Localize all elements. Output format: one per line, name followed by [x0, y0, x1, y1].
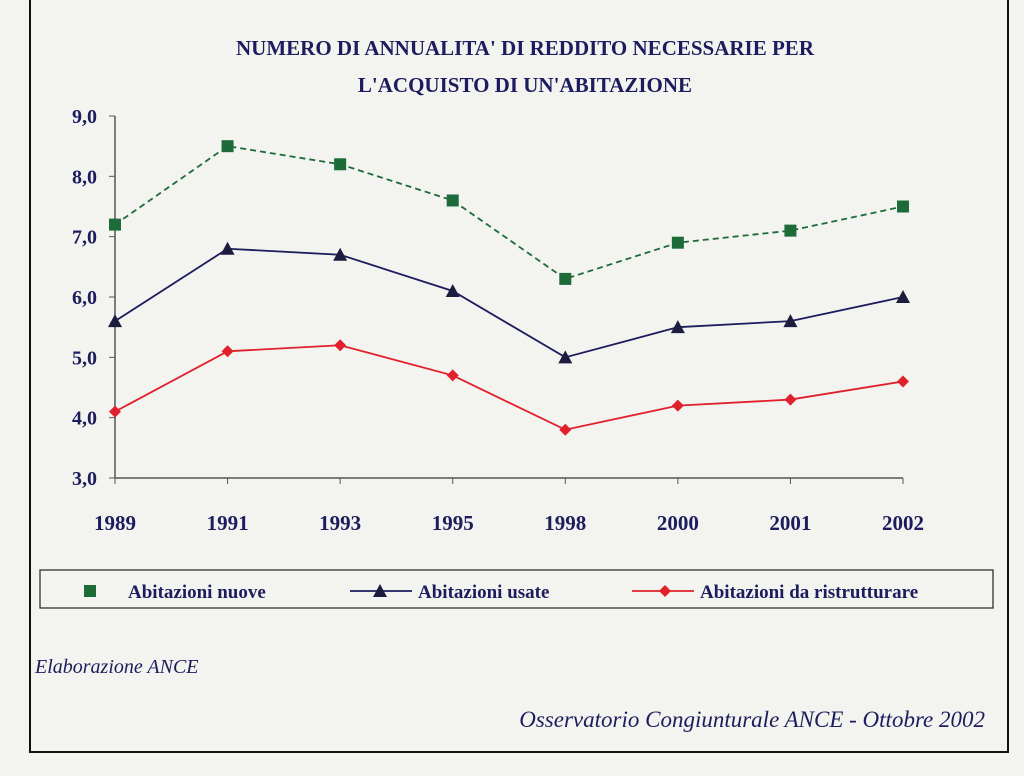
- legend-marker: [659, 585, 671, 597]
- chart-title-line-1: NUMERO DI ANNUALITA' DI REDDITO NECESSAR…: [236, 36, 815, 60]
- data-point: [221, 140, 234, 153]
- legend-label: Abitazioni usate: [418, 582, 549, 603]
- legend-label: Abitazioni da ristrutturare: [700, 582, 918, 603]
- data-point: [671, 236, 684, 249]
- data-point: [446, 369, 459, 382]
- x-tick-label: 1991: [207, 511, 249, 535]
- y-tick-label: 8,0: [72, 166, 97, 188]
- x-tick-label: 2001: [769, 511, 811, 535]
- legend-marker: [373, 584, 387, 597]
- x-tick-label: 1989: [94, 511, 136, 535]
- legend-marker: [84, 585, 96, 597]
- series-abitazioni-usate: [108, 241, 910, 364]
- series-line: [114, 247, 904, 359]
- series-abitazioni-nuove: [109, 140, 909, 285]
- data-point: [897, 200, 909, 213]
- data-point: [445, 283, 460, 297]
- x-tick-label: 1998: [544, 511, 586, 535]
- x-tick-label: 2000: [657, 511, 699, 535]
- data-point: [784, 224, 797, 237]
- data-point: [897, 375, 909, 388]
- y-tick-label: 9,0: [72, 106, 97, 128]
- data-point: [896, 290, 910, 303]
- data-point: [220, 241, 235, 255]
- legend-box: [39, 569, 994, 609]
- data-point: [109, 218, 121, 231]
- data-point: [334, 158, 347, 171]
- data-point: [670, 320, 685, 334]
- series-line: [114, 344, 904, 431]
- data-point: [558, 350, 573, 364]
- series-line: [114, 145, 904, 280]
- y-tick-label: 7,0: [72, 227, 97, 249]
- data-point: [333, 247, 348, 261]
- y-tick-label: 3,0: [72, 468, 97, 490]
- data-point: [221, 345, 234, 358]
- x-tick-label: 1993: [319, 511, 361, 535]
- data-point: [783, 314, 798, 328]
- data-point: [671, 399, 684, 412]
- y-tick-label: 5,0: [72, 347, 97, 369]
- series-abitazioni-da-ristrutturare: [109, 339, 909, 436]
- data-point: [109, 405, 121, 418]
- data-point: [784, 393, 797, 406]
- y-tick-label: 6,0: [72, 287, 97, 309]
- data-point: [108, 314, 122, 328]
- y-tick-label: 4,0: [72, 408, 97, 430]
- data-point: [334, 339, 347, 352]
- x-tick-label: 1995: [432, 511, 474, 535]
- publication-note: Osservatorio Congiunturale ANCE - Ottobr…: [519, 707, 985, 732]
- source-note: Elaborazione ANCE: [34, 656, 199, 678]
- data-point: [446, 194, 459, 207]
- chart-title-line-2: L'ACQUISTO DI UN'ABITAZIONE: [358, 73, 692, 97]
- data-point: [559, 423, 572, 436]
- data-point: [559, 272, 572, 285]
- x-tick-label: 2002: [882, 511, 924, 535]
- chart-frame: [29, 0, 1009, 753]
- legend-label: Abitazioni nuove: [128, 582, 266, 603]
